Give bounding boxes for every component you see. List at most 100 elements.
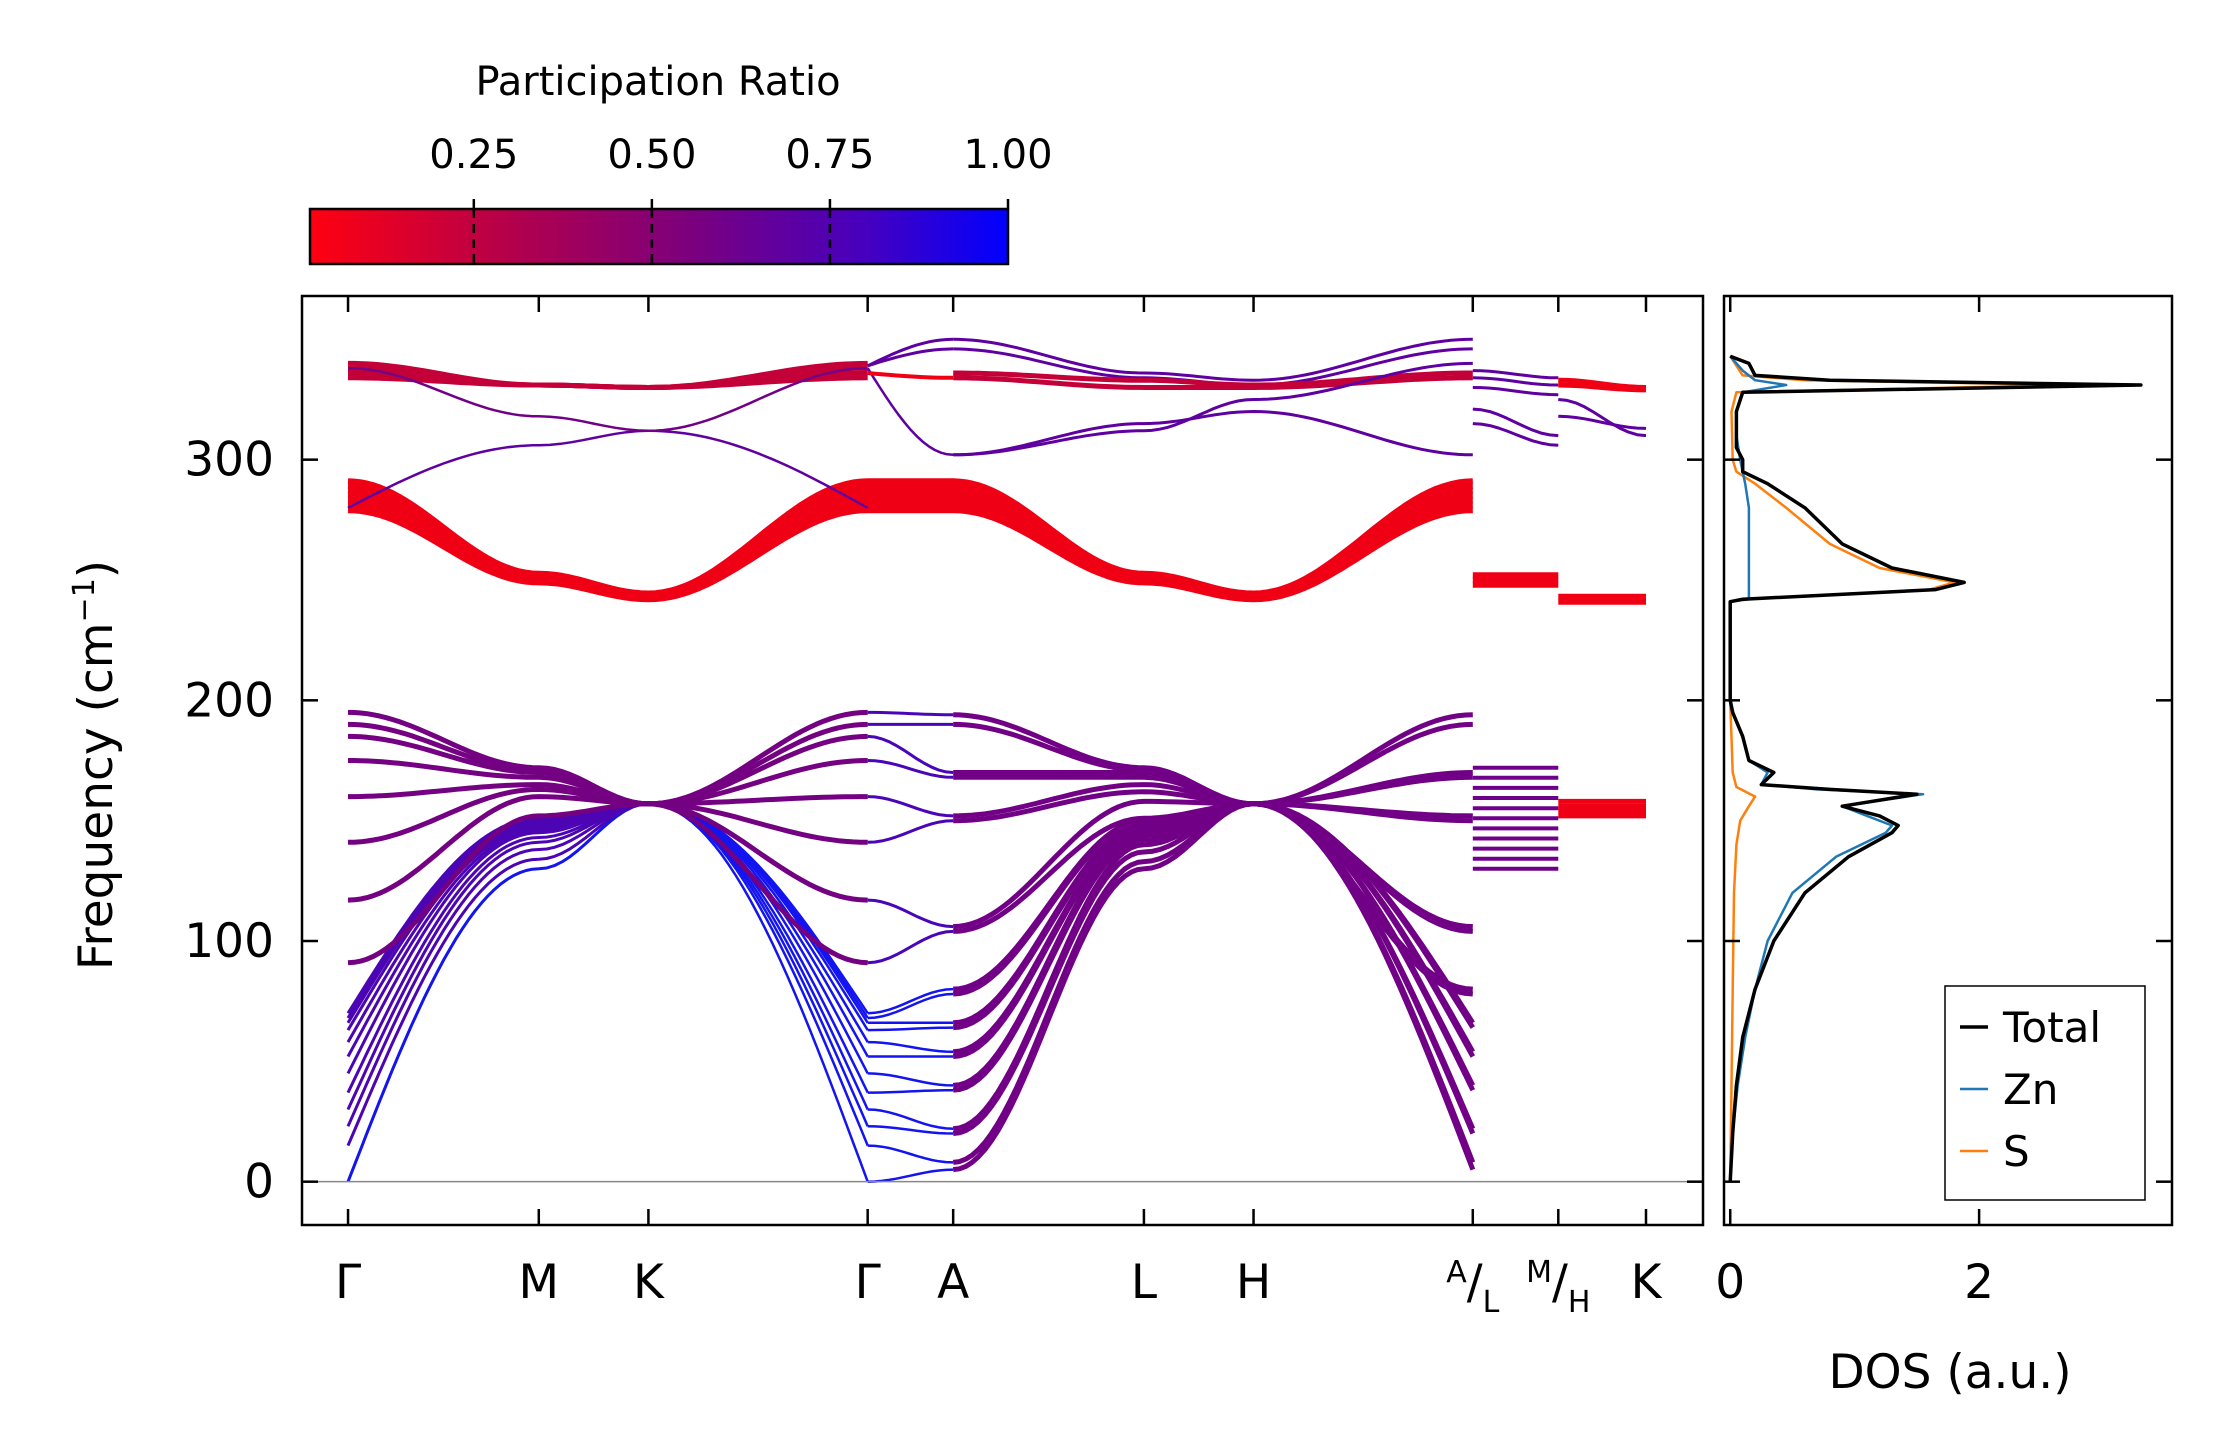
band-high-ALHA: [953, 361, 1473, 457]
colorbar-ticks: 0.25 0.50 0.75 1.00: [429, 132, 1053, 264]
band-high-flat-AL: [1472, 369, 1559, 380]
band-high-optical: [348, 360, 868, 390]
band-low-GA: [867, 1144, 954, 1164]
y-tick-label: 0: [244, 1155, 274, 1210]
band-high-flat-AL: [1472, 407, 1559, 438]
band-high-cross: [648, 366, 868, 433]
band-low-ALH: [953, 782, 1254, 819]
colorbar-tick-label: 0.50: [607, 132, 696, 178]
dos-x-tick-label: 2: [1964, 1255, 1994, 1310]
band-high-flat-MH: [1558, 377, 1647, 390]
band-y-ticks: 0 100 200 300: [184, 433, 1703, 1210]
band-low-ALH: [952, 801, 1254, 1173]
band-low-ALH: [953, 712, 1254, 807]
colorbar: Participation Ratio 0.25 0.50 0.75 1.00: [308, 59, 1053, 266]
band-low-GA: [867, 1168, 954, 1183]
dos-x-tick-label: 0: [1715, 1255, 1745, 1310]
band-low-ALH: [952, 801, 1254, 1136]
band-low-ALH: [953, 801, 1254, 934]
band-high-flat-AL: [1472, 422, 1559, 447]
band-low-GMK: [347, 794, 649, 903]
band-high-ALHA: [953, 410, 1473, 457]
colorbar-tick-label: 1.00: [963, 132, 1052, 178]
band-low-KG: [648, 802, 869, 1183]
band-high-GA: [867, 337, 954, 368]
band-low-GA: [867, 1125, 954, 1135]
band-low-GA: [867, 1072, 954, 1087]
band-low-GMK: [348, 782, 649, 807]
legend-items: Total Zn S: [1960, 1003, 2101, 1176]
band-lines: [302, 337, 1703, 1183]
band-low-GA: [867, 1026, 954, 1032]
band-low-GA: [867, 929, 954, 965]
band-low-HA: [1253, 801, 1473, 992]
band-high-GA: [866, 367, 954, 457]
colorbar-title: Participation Ratio: [475, 59, 840, 105]
kpoint-label: A: [937, 1255, 969, 1310]
y-tick-label: 300: [184, 433, 274, 488]
band-low-KG: [648, 801, 868, 845]
band-low-GA: [867, 1088, 954, 1094]
band-low-GA: [867, 710, 954, 717]
band-low-GMK: [347, 709, 649, 807]
legend-label-zn: Zn: [2003, 1065, 2058, 1114]
band-low-GMK: [346, 802, 649, 1183]
y-axis-title: Frequency (cm−1): [67, 560, 124, 970]
band-high-cross: [648, 429, 869, 509]
legend-label-total: Total: [2002, 1003, 2101, 1052]
band-high-ALHA: [953, 337, 1473, 382]
kpoint-label: H: [1236, 1255, 1271, 1310]
band-low-HA: [1253, 712, 1473, 807]
band-low-ALH: [953, 789, 1254, 824]
kpoint-compound-label: K: [1631, 1255, 1663, 1310]
band-structure-panel: Γ M K Γ A L H A/L M/H K 0 100 200 300 Frequency (cm−…: [67, 294, 1705, 1320]
band-mid-optical: [347, 478, 1473, 597]
band-low-KG: [648, 801, 868, 966]
band-low-GA: [867, 1108, 954, 1130]
dos-frame: [1722, 294, 2174, 1227]
band-low-ALH: [952, 801, 1254, 1165]
kpoint-label: L: [1131, 1255, 1157, 1310]
band-high-GA: [867, 371, 954, 380]
band-low-GMK: [346, 802, 649, 1127]
band-low-HA: [1253, 801, 1473, 819]
colorbar-tick-label: 0.75: [785, 132, 874, 178]
y-tick-label: 200: [184, 673, 274, 728]
band-low-GA: [867, 1040, 954, 1053]
kpoint-label: Γ: [335, 1255, 361, 1310]
band-low-GA: [867, 819, 954, 844]
band-low-KG: [648, 801, 868, 903]
band-high-cross: [347, 429, 649, 509]
band-low-GA: [867, 734, 954, 774]
band-high-flat-MH: [1558, 382, 1647, 393]
band-low-GA: [867, 759, 954, 779]
band-low-KG: [648, 802, 869, 1014]
band-high-GA: [867, 347, 954, 368]
colorbar-tick-label: 0.25: [429, 132, 518, 178]
band-low-GA: [867, 898, 954, 929]
band-frame: [300, 294, 1705, 1227]
band-low-GMK: [346, 802, 649, 1058]
band-kpoint-ticks: Γ M K Γ A L H A/L M/H K: [335, 296, 1663, 1320]
legend: Total Zn S: [1944, 985, 2146, 1201]
band-low-GMK: [347, 801, 649, 966]
band-low-GMK: [346, 802, 649, 1043]
band-low-ALH: [953, 798, 1254, 930]
kpoint-label: Γ: [855, 1255, 881, 1310]
band-low-GA: [867, 992, 954, 1020]
y-tick-label: 100: [184, 914, 274, 969]
band-low-KG: [648, 802, 869, 1074]
band-low-KG: [648, 709, 868, 807]
dos-series-total: [1728, 354, 2143, 1182]
x-axis-title-dos: DOS (a.u.): [1828, 1345, 2071, 1400]
band-high-cross: [347, 366, 649, 433]
band-high-flat-AL: [1472, 376, 1559, 387]
kpoint-compound-label: A/L: [1446, 1255, 1499, 1320]
band-high-flat-MH: [1558, 398, 1647, 438]
band-high-flat-AL: [1472, 386, 1559, 397]
band-low-HA: [1253, 801, 1476, 1087]
kpoint-compound-label: M/H: [1526, 1255, 1590, 1320]
band-high-ALHA: [953, 375, 1473, 390]
